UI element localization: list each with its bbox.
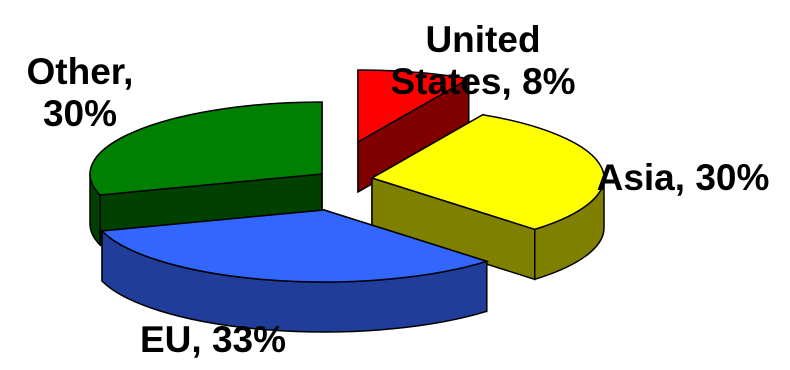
slice-label-line: Asia, 30% — [597, 157, 770, 198]
slice-label-asia: Asia, 30% — [597, 157, 770, 198]
slice-united-states — [357, 69, 471, 144]
slice-label-united-states: United States, 8% — [390, 19, 575, 102]
slice-label-line: Other, — [27, 51, 134, 92]
slice-label-line: United — [425, 19, 540, 60]
slice-label-line: 30% — [43, 93, 117, 134]
slice-asia — [370, 113, 605, 231]
slice-other — [89, 101, 323, 196]
slice-labels: United States, 8% Asia, 30% EU, 33% Other, 30… — [27, 19, 770, 360]
slice-tops — [89, 69, 605, 283]
slice-label-line: EU, 33% — [140, 319, 286, 360]
slice-label-line: States, 8% — [390, 61, 575, 102]
slice-label-other: Other, 30% — [27, 51, 134, 134]
slice-label-eu: EU, 33% — [140, 319, 286, 360]
slice-eu — [100, 209, 490, 283]
